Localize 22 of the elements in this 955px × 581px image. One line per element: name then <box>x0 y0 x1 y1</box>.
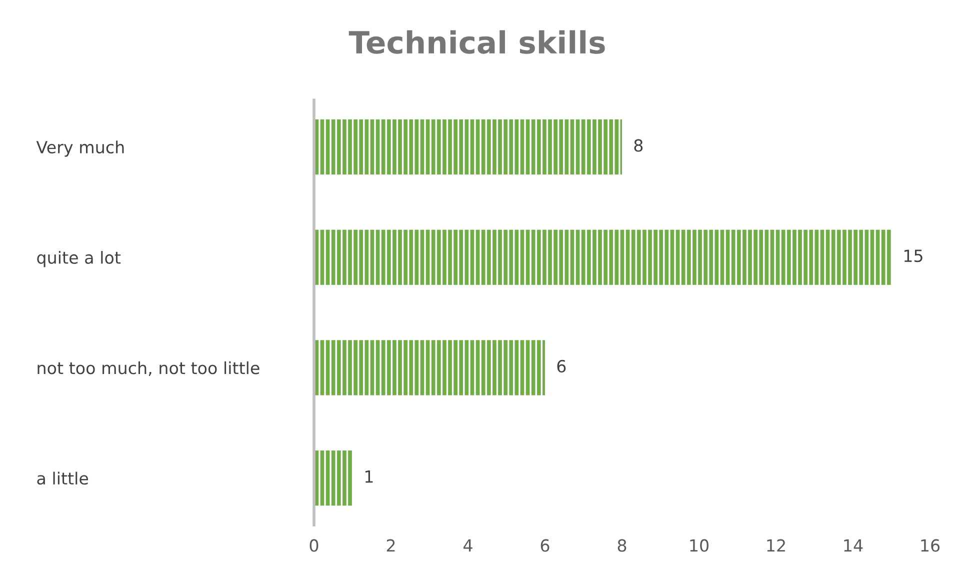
x-tick-label: 8 <box>618 539 626 552</box>
y-tick-label: not too much, not too little <box>38 361 260 376</box>
y-tick-label: a little <box>37 472 88 485</box>
data-label: 6 <box>557 360 566 373</box>
x-tick-label: 0 <box>310 539 318 552</box>
y-tick-label: quite a lot <box>37 250 121 268</box>
x-tick-label: 2 <box>386 539 395 552</box>
bar <box>314 119 622 175</box>
data-label: 15 <box>904 250 922 262</box>
x-tick-label: 12 <box>767 539 785 552</box>
y-tick-label: Very much <box>36 140 124 157</box>
data-label: 1 <box>365 470 373 483</box>
bar <box>314 450 352 506</box>
chart-title: Technical skills <box>348 30 605 54</box>
x-tick-label: 10 <box>690 539 708 552</box>
x-tick-label: 16 <box>921 539 940 552</box>
x-tick-label: 6 <box>540 539 550 552</box>
bar <box>314 230 892 285</box>
data-label: 8 <box>634 139 643 152</box>
x-tick-label: 14 <box>844 539 863 552</box>
x-tick-label: 4 <box>464 539 472 552</box>
bar <box>314 340 545 396</box>
